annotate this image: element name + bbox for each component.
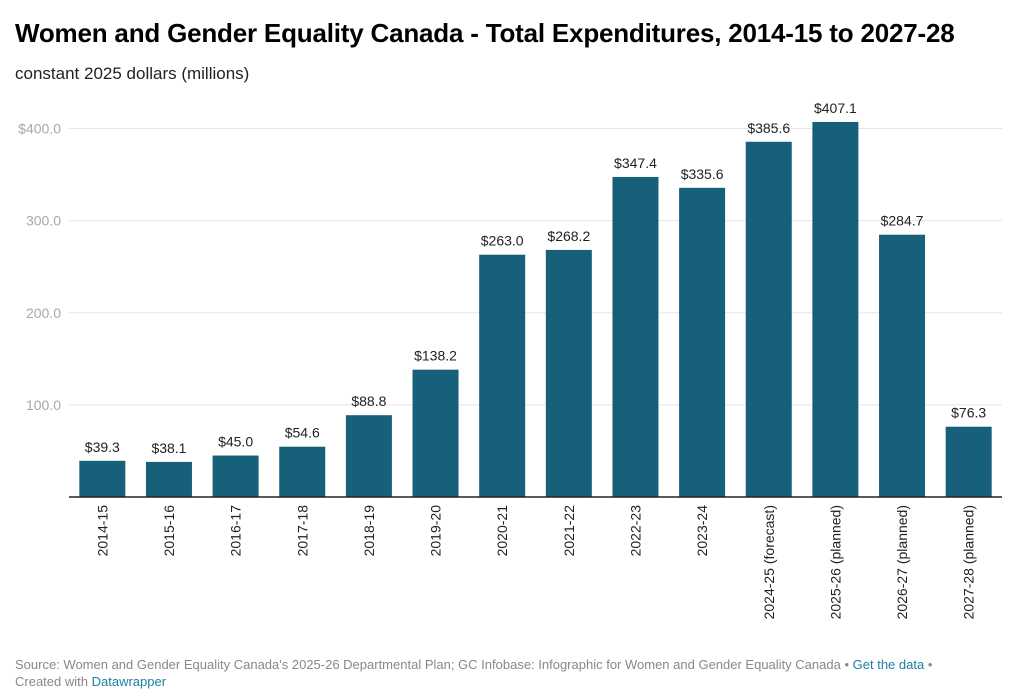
source-text: Source: Women and Gender Equality Canada… — [15, 657, 841, 672]
data-label: $138.2 — [414, 348, 457, 364]
chart-title: Women and Gender Equality Canada - Total… — [15, 18, 955, 48]
data-label: $268.2 — [547, 228, 590, 244]
x-tick-label: 2027-28 (planned) — [961, 505, 977, 619]
data-label: $407.1 — [814, 100, 857, 116]
y-tick-label: 100.0 — [26, 397, 61, 413]
y-tick-label: 300.0 — [26, 213, 61, 229]
bar — [345, 415, 392, 497]
bar — [679, 187, 726, 498]
x-tick-label: 2017-18 — [294, 505, 310, 557]
x-tick-label: 2022-23 — [627, 505, 643, 557]
x-tick-label: 2015-16 — [161, 505, 177, 557]
bar — [279, 446, 326, 497]
data-label: $76.3 — [951, 405, 986, 421]
separator: • — [844, 657, 850, 672]
y-tick-label: 200.0 — [26, 305, 61, 321]
bar — [745, 141, 792, 498]
x-tick-label: 2014-15 — [94, 505, 110, 557]
data-label: $284.7 — [881, 213, 924, 229]
bar — [79, 460, 126, 497]
chart-subtitle: constant 2025 dollars (millions) — [15, 64, 250, 83]
data-label: $54.6 — [285, 425, 320, 441]
bar — [945, 426, 992, 497]
bar — [412, 369, 459, 497]
bar — [479, 254, 526, 497]
x-tick-label: 2020-21 — [494, 505, 510, 557]
bar — [612, 176, 659, 497]
data-label: $88.8 — [351, 393, 386, 409]
separator: • — [927, 657, 933, 672]
x-tick-label: 2025-26 (planned) — [827, 505, 843, 619]
bar — [212, 455, 259, 497]
x-tick-label: 2024-25 (forecast) — [761, 505, 777, 619]
x-tick-label: 2018-19 — [361, 505, 377, 557]
bar — [145, 461, 192, 497]
bar — [812, 121, 859, 498]
data-label: $335.6 — [681, 166, 724, 182]
footer: Source: Women and Gender Equality Canada… — [15, 656, 1005, 690]
x-tick-label: 2023-24 — [694, 505, 710, 557]
data-label: $45.0 — [218, 434, 253, 450]
x-tick-label: 2021-22 — [561, 505, 577, 557]
data-label: $39.3 — [85, 439, 120, 455]
bar — [879, 234, 926, 497]
data-label: $385.6 — [747, 120, 790, 136]
x-tick-label: 2019-20 — [428, 505, 444, 557]
data-label: $347.4 — [614, 155, 657, 171]
x-tick-label: 2026-27 (planned) — [894, 505, 910, 619]
x-tick-label: 2016-17 — [228, 505, 244, 557]
get-data-link[interactable]: Get the data — [852, 657, 925, 672]
created-with-text: Created with — [15, 674, 88, 689]
data-label: $263.0 — [481, 233, 524, 249]
data-label: $38.1 — [151, 440, 186, 456]
datawrapper-link[interactable]: Datawrapper — [91, 674, 167, 689]
bar — [545, 249, 592, 497]
y-tick-label: $400.0 — [18, 121, 61, 137]
